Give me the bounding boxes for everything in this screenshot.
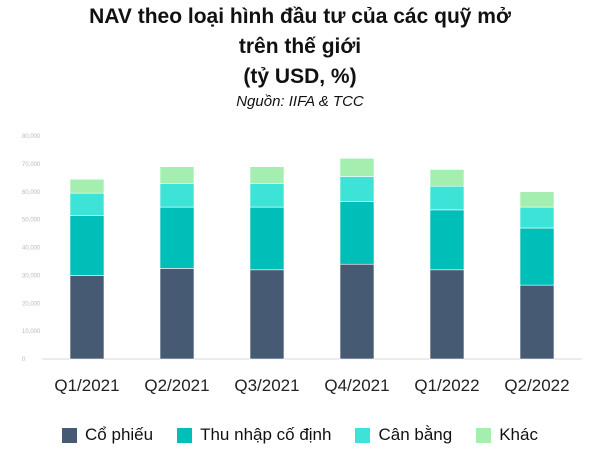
bar-segment (429, 209, 465, 271)
title-line-2: trên thế giới (238, 35, 362, 58)
legend-swatch (355, 427, 371, 443)
y-tick-label: 50,000 (22, 218, 41, 224)
legend-item: Cổ phiếu (62, 425, 153, 445)
bar-segment (69, 275, 105, 360)
bar-segment (429, 269, 465, 360)
bar-segment (159, 183, 195, 208)
y-tick-label: 0 (22, 357, 26, 363)
y-tick-label: 30,000 (22, 273, 41, 279)
bar-segment (159, 166, 195, 184)
legend-label: Khác (499, 425, 538, 444)
y-tick-label: 70,000 (22, 162, 41, 168)
bar-segment (249, 269, 285, 360)
source-note: Nguồn: IIFA & TCC (236, 93, 364, 110)
bar-segment (339, 263, 375, 360)
legend-item: Thu nhập cố định (177, 425, 331, 445)
y-tick-label: 40,000 (22, 246, 41, 252)
legend-swatch (476, 427, 492, 443)
title-line-3: (tỷ USD, %) (243, 65, 357, 88)
bar-segment (249, 166, 285, 184)
bar-segment (159, 206, 195, 269)
bar-segment (69, 215, 105, 276)
bar-segment (249, 206, 285, 271)
bar-segment (429, 185, 465, 211)
y-tick-label: 60,000 (22, 190, 41, 196)
x-tick-label: Q3/2021 (234, 376, 299, 395)
bar-segment (249, 183, 285, 208)
bar-segment (339, 201, 375, 265)
legend-item: Khác (476, 425, 538, 445)
x-tick-label: Q4/2021 (324, 376, 389, 395)
y-tick-label: 20,000 (22, 301, 41, 307)
chart-title: NAV theo loại hình đầu tư của các quỹ mở… (0, 2, 600, 92)
bar-segment (519, 227, 555, 286)
legend: Cổ phiếu Thu nhập cố định Cân bằng Khác (0, 425, 600, 445)
bar-segment (159, 268, 195, 360)
y-tick-label: 80,000 (22, 134, 41, 140)
bar-segment (519, 206, 555, 229)
legend-item: Cân bằng (355, 425, 452, 445)
title-line-1: NAV theo loại hình đầu tư của các quỹ mở (89, 5, 511, 28)
legend-label: Cân bằng (378, 425, 453, 444)
x-tick-label: Q2/2022 (504, 376, 569, 395)
bar-segment (339, 176, 375, 202)
bar-segment (519, 191, 555, 208)
x-tick-label: Q1/2021 (54, 376, 119, 395)
x-tick-label: Q1/2022 (414, 376, 479, 395)
y-tick-label: 10,000 (22, 329, 41, 335)
x-tick-label: Q2/2021 (144, 376, 209, 395)
bar-segment (69, 192, 105, 216)
bar-segment (69, 178, 105, 194)
bar-segment (519, 284, 555, 360)
legend-label: Cổ phiếu (85, 425, 154, 444)
bar-segment (339, 158, 375, 177)
legend-label: Thu nhập cố định (200, 425, 332, 444)
legend-swatch (177, 427, 193, 443)
legend-swatch (62, 427, 78, 443)
bar-segment (429, 169, 465, 187)
